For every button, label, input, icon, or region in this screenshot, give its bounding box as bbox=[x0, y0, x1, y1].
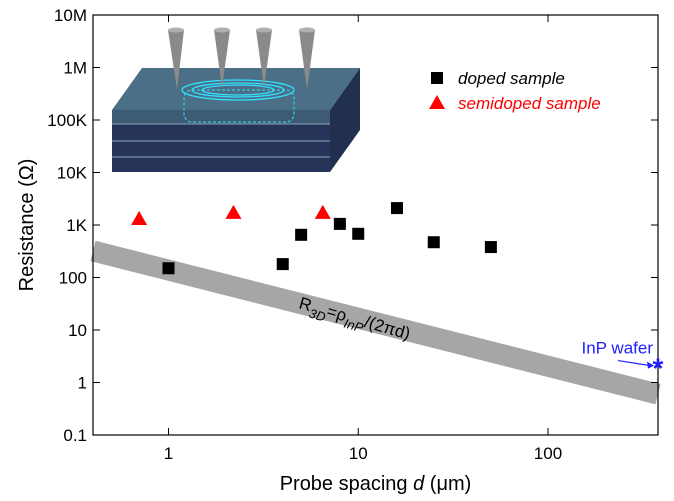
legend-marker bbox=[431, 72, 443, 84]
wafer-label: InP wafer bbox=[581, 339, 653, 358]
x-axis-label-part: Probe spacing bbox=[280, 473, 413, 495]
band-label-part: InP bbox=[342, 316, 365, 336]
y-tick-label: 1 bbox=[78, 374, 87, 393]
y-tick-label: 1K bbox=[66, 216, 87, 235]
data-point bbox=[276, 258, 289, 271]
band-label-part: =ρ bbox=[325, 302, 349, 326]
y-tick-label: 10M bbox=[54, 6, 87, 25]
x-tick-label: 1 bbox=[164, 444, 173, 463]
data-point bbox=[352, 227, 365, 240]
wafer-arrow bbox=[617, 359, 651, 367]
x-tick-label: 100 bbox=[534, 444, 562, 463]
y-axis-label: Resistance (Ω) bbox=[16, 159, 38, 292]
x-axis-label: Probe spacing d (μm) bbox=[280, 473, 472, 495]
data-point bbox=[390, 202, 403, 215]
x-axis-label-part: d bbox=[413, 473, 425, 495]
data-point bbox=[427, 236, 440, 249]
y-tick-label: 10K bbox=[57, 164, 88, 183]
wafer-point: * bbox=[653, 353, 664, 384]
y-tick-label: 1M bbox=[63, 59, 87, 78]
data-point bbox=[484, 241, 497, 254]
y-tick-label: 0.1 bbox=[63, 426, 87, 445]
data-point bbox=[333, 217, 346, 230]
band-label-part: /(2πd) bbox=[362, 312, 412, 343]
band-label-part: 3D bbox=[307, 306, 327, 325]
y-tick-label: 100 bbox=[59, 269, 87, 288]
y-tick-label: 100K bbox=[47, 111, 87, 130]
data-point bbox=[295, 228, 308, 241]
data-point bbox=[131, 211, 148, 226]
fit-band bbox=[90, 240, 661, 405]
legend-label: doped sample bbox=[458, 69, 565, 88]
y-tick-label: 10 bbox=[68, 321, 87, 340]
data-point bbox=[162, 262, 175, 275]
band-label-part: R bbox=[297, 294, 314, 316]
x-axis-label-part: (μm) bbox=[424, 473, 471, 495]
legend-marker bbox=[429, 95, 445, 109]
data-point bbox=[314, 204, 331, 219]
data-point bbox=[225, 204, 242, 219]
legend-label: semidoped sample bbox=[458, 94, 601, 113]
inset-illustration bbox=[112, 27, 360, 172]
x-tick-label: 10 bbox=[349, 444, 368, 463]
wafer-arrowhead bbox=[647, 361, 654, 369]
